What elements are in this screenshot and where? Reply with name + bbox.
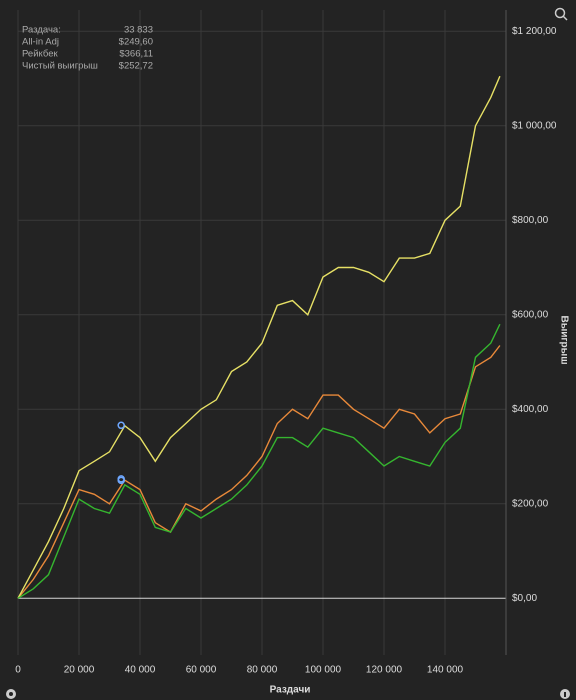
hover-marker — [117, 475, 125, 483]
y-tick-label: $1 000,00 — [512, 120, 557, 131]
x-tick-label: 100 000 — [305, 665, 342, 676]
info-box: Раздача: 33 833 All-in Adj $249,60 Рейкбек… — [22, 25, 153, 72]
x-tick-label: 20 000 — [64, 665, 95, 676]
info-value: $366,11 — [119, 49, 153, 60]
settings-icon[interactable] — [6, 689, 16, 699]
info-value: $252,72 — [119, 61, 153, 72]
x-tick-label: 0 — [15, 665, 21, 676]
series-line — [17, 75, 501, 599]
y-tick-label: $600,00 — [512, 309, 549, 320]
x-tick-label: 120 000 — [366, 665, 403, 676]
y-tick-label: $400,00 — [512, 404, 549, 415]
x-tick-label: 80 000 — [247, 665, 278, 676]
x-tick-label: 60 000 — [186, 665, 217, 676]
series-line — [17, 345, 501, 599]
x-tick-label: 40 000 — [125, 665, 156, 676]
x-axis-title: Раздачи — [270, 685, 311, 696]
y-tick-label: $1 200,00 — [512, 26, 557, 37]
zoom-icon[interactable] — [554, 7, 568, 21]
grid — [17, 10, 506, 655]
y-tick-label: $200,00 — [512, 498, 549, 509]
y-tick-label: $0,00 — [512, 593, 537, 604]
info-label: Раздача: — [22, 25, 61, 36]
info-label: Рейкбек — [22, 49, 58, 60]
x-tick-label: 140 000 — [427, 665, 464, 676]
info-value: $249,60 — [119, 37, 153, 48]
info-icon[interactable] — [560, 689, 570, 699]
info-label: All-in Adj — [22, 37, 59, 48]
info-value: 33 833 — [124, 25, 153, 36]
info-label: Чистый выигрыш — [22, 61, 98, 72]
y-tick-label: $800,00 — [512, 215, 549, 226]
y-axis-title: Выигрыш — [558, 315, 569, 364]
series-line — [17, 323, 501, 599]
hover-marker — [117, 421, 125, 430]
